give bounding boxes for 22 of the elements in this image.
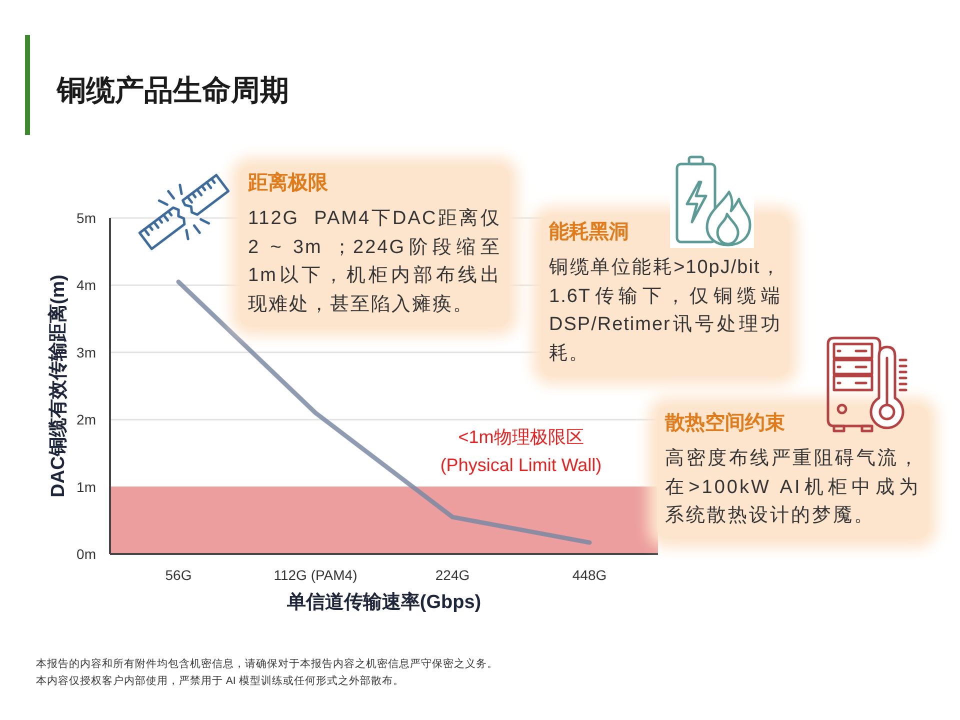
callout-title: 散热空间约束 xyxy=(665,410,786,436)
y-tick-label: 1m xyxy=(76,478,96,495)
callout-title: 距离极限 xyxy=(248,170,329,196)
callout-title: 能耗黑洞 xyxy=(549,220,630,245)
x-tick-label: 56G xyxy=(165,567,192,583)
band-label: <1m物理极限区 (Physical Limit Wall) xyxy=(440,426,602,475)
x-axis-title: 单信道传输速率(Gbps) xyxy=(286,591,482,613)
text: 本内容仅授权客户内部使用，严禁用于 AI 模型训练或任何形式之外部散布。 xyxy=(36,674,404,687)
y-tick-label: 5m xyxy=(76,210,96,226)
y-tick-label: 4m xyxy=(76,277,96,294)
callout-text: 112G PAM4下DAC距离仅2 ~ 3m ；224G阶段缩至1m以下，机柜内部布线出现难处，甚至陷入瘫痪。 xyxy=(248,207,501,316)
y-tick-label: 0m xyxy=(76,546,96,562)
text: 本报告的内容和所有附件均包含机密信息，请确保对于本报告内容之机密信息严守保密之义务。 xyxy=(36,657,498,670)
y-tick-label: 2m xyxy=(76,412,96,428)
x-tick-label: 224G xyxy=(435,567,470,583)
y-axis-title: DAC铜缆有效传输距离(m) xyxy=(47,274,69,498)
y-tick-label: 3m xyxy=(76,344,96,360)
x-tick-label: 112G (PAM4) xyxy=(274,567,358,583)
callout-text: 高密度布线严重阻碍气流，在>100kW AI机柜中成为系统散热设计的梦魇。 xyxy=(665,447,920,528)
chart-title: 铜缆产品生命周期 xyxy=(56,74,289,107)
callout-text: 铜缆单位能耗>10pJ/bit，1.6T传输下，仅铜缆端DSP/Retimer讯号处理功耗。 xyxy=(549,256,781,366)
x-tick-label: 448G xyxy=(572,567,607,583)
